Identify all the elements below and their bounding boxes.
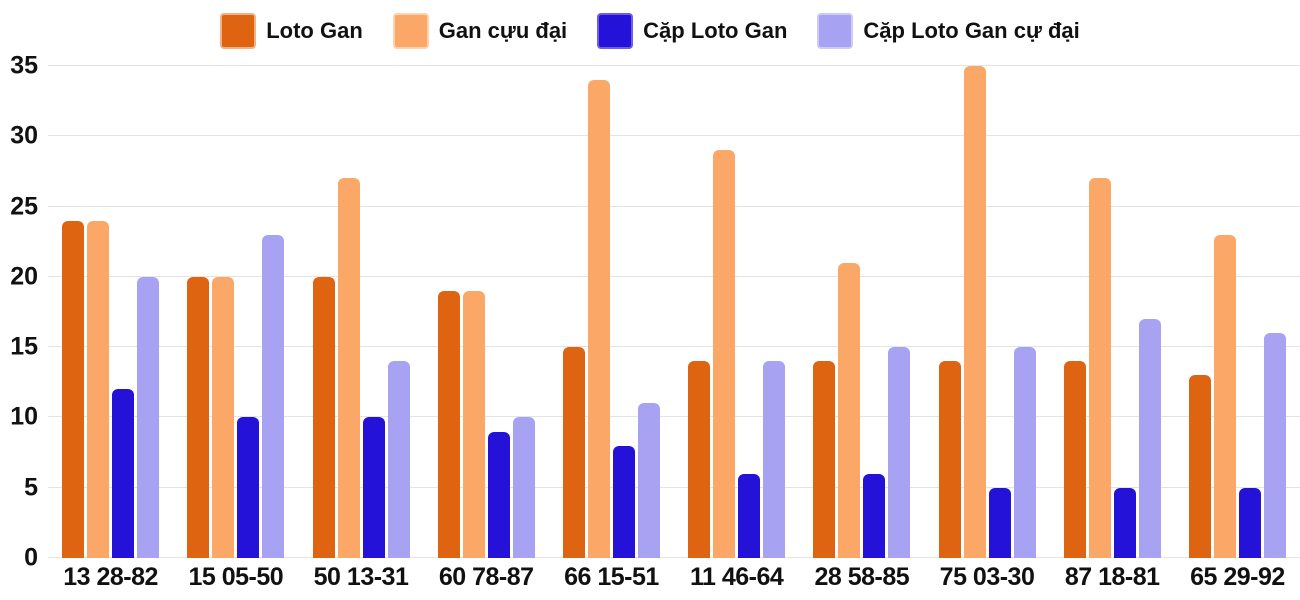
y-tick-label: 5 xyxy=(24,473,38,502)
bar-series-1[interactable] xyxy=(562,347,585,558)
bar-series-1[interactable] xyxy=(62,220,85,558)
legend-label: Cặp Loto Gan cự đại xyxy=(863,18,1080,43)
x-tick-label: 87 18-81 xyxy=(1064,563,1160,591)
legend-label: Gan cựu đại xyxy=(438,18,568,43)
x-tick-label: 28 58-85 xyxy=(814,563,910,591)
y-tick-label: 35 xyxy=(10,51,38,80)
x-tick-label: 11 46-64 xyxy=(689,563,784,591)
legend-item-series-3[interactable]: Cặp Loto Gan xyxy=(597,13,787,49)
bar-series-4[interactable] xyxy=(1138,319,1161,558)
bar-series-2[interactable] xyxy=(212,276,235,558)
bar-series-2[interactable] xyxy=(462,290,485,558)
gridline xyxy=(48,346,1300,348)
bar-series-1[interactable] xyxy=(813,361,836,558)
bar-series-1[interactable] xyxy=(688,361,711,558)
bar-series-4[interactable] xyxy=(1013,347,1036,558)
bar-group xyxy=(173,66,298,558)
bar-series-4[interactable] xyxy=(637,403,660,558)
bar-series-4[interactable] xyxy=(763,361,786,558)
gridline xyxy=(48,65,1300,66)
bar-series-3[interactable] xyxy=(487,431,510,558)
legend-swatch-icon xyxy=(817,13,854,49)
bar-series-3[interactable] xyxy=(362,417,385,558)
y-tick-label: 15 xyxy=(10,332,38,361)
bar-group xyxy=(1175,66,1300,558)
bar-group xyxy=(924,66,1049,558)
y-axis: 0 5 10 15 20 25 30 35 xyxy=(0,53,48,570)
bar-group xyxy=(424,66,549,558)
bar-series-2[interactable] xyxy=(87,220,110,558)
bar-group xyxy=(674,66,799,558)
legend-item-series-2[interactable]: Gan cựu đại xyxy=(392,13,568,49)
bar-group xyxy=(799,66,924,558)
bar-series-3[interactable] xyxy=(112,389,135,558)
legend-swatch-icon xyxy=(597,13,634,49)
bar-series-4[interactable] xyxy=(1263,333,1286,558)
bar-series-4[interactable] xyxy=(262,234,285,558)
gridline xyxy=(48,205,1300,207)
legend-item-series-4[interactable]: Cặp Loto Gan cự đại xyxy=(817,13,1080,49)
bar-series-4[interactable] xyxy=(888,347,911,558)
bar-series-4[interactable] xyxy=(137,276,160,558)
gridline xyxy=(48,416,1300,418)
bar-series-3[interactable] xyxy=(738,473,761,558)
bar-series-4[interactable] xyxy=(512,417,535,558)
legend-swatch-icon xyxy=(220,13,257,49)
y-tick-label: 20 xyxy=(10,262,38,291)
x-tick-label: 66 15-51 xyxy=(564,563,659,591)
x-tick-label: 13 28-82 xyxy=(63,563,158,591)
bar-group xyxy=(1050,66,1175,558)
bar-series-1[interactable] xyxy=(1188,375,1211,558)
bar-series-3[interactable] xyxy=(237,417,260,558)
legend-swatch-icon xyxy=(392,13,429,49)
x-tick-label: 75 03-30 xyxy=(939,563,1035,591)
y-tick-label: 30 xyxy=(10,121,38,150)
bar-group xyxy=(48,66,173,558)
gridline xyxy=(48,557,1300,558)
bar-series-2[interactable] xyxy=(337,178,360,558)
x-tick-label: 15 05-50 xyxy=(188,563,284,591)
y-tick-label: 10 xyxy=(10,402,38,431)
x-axis-labels: 13 28-82 15 05-50 50 13-31 60 78-87 66 15-51… xyxy=(48,558,1300,592)
bar-series-2[interactable] xyxy=(587,80,610,558)
bar-series-3[interactable] xyxy=(1238,487,1261,558)
plot-area xyxy=(48,65,1300,558)
bar-chart: 0 5 10 15 20 25 30 35 xyxy=(0,53,1300,570)
bar-series-4[interactable] xyxy=(387,361,410,558)
bar-series-1[interactable] xyxy=(938,361,961,558)
bar-series-2[interactable] xyxy=(1088,178,1111,558)
legend-label: Loto Gan xyxy=(266,18,363,43)
bar-series-3[interactable] xyxy=(1113,487,1136,558)
bar-series-2[interactable] xyxy=(713,150,736,558)
bar-series-1[interactable] xyxy=(437,290,460,558)
bar-groups xyxy=(48,66,1300,558)
bar-series-2[interactable] xyxy=(1213,234,1236,558)
x-tick-label: 65 29-92 xyxy=(1190,563,1285,591)
bar-group xyxy=(549,66,674,558)
bar-series-3[interactable] xyxy=(612,445,635,558)
legend-label: Cặp Loto Gan xyxy=(643,18,788,43)
chart-legend: Loto Gan Gan cựu đại Cặp Loto Gan Cặp Loto … xyxy=(0,0,1300,54)
gridline xyxy=(48,486,1300,488)
bar-series-1[interactable] xyxy=(312,276,335,558)
x-tick-label: 60 78-87 xyxy=(438,563,534,591)
bar-series-1[interactable] xyxy=(1063,361,1086,558)
bar-series-2[interactable] xyxy=(838,262,861,558)
y-tick-label: 0 xyxy=(24,543,38,572)
x-tick-label: 50 13-31 xyxy=(313,563,409,591)
gridline xyxy=(48,135,1300,137)
bar-series-1[interactable] xyxy=(187,276,210,558)
bar-series-3[interactable] xyxy=(988,487,1011,558)
bar-series-2[interactable] xyxy=(963,66,986,558)
gridline xyxy=(48,275,1300,277)
bar-group xyxy=(298,66,423,558)
legend-item-series-1[interactable]: Loto Gan xyxy=(220,13,363,49)
bar-series-3[interactable] xyxy=(863,473,886,558)
y-tick-label: 25 xyxy=(10,192,38,221)
